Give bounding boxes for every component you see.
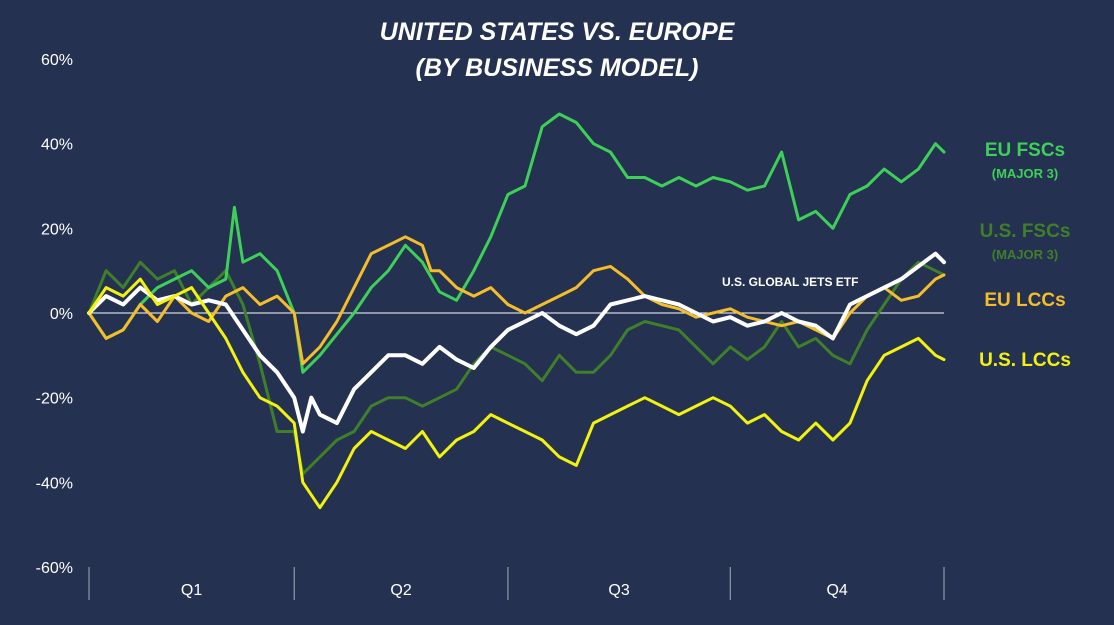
x-tick-label: Q1 xyxy=(181,582,202,599)
plot-area xyxy=(87,112,946,510)
chart-title-line-2: (BY BUSINESS MODEL) xyxy=(416,54,699,82)
series-line-etf xyxy=(87,251,946,434)
legend-label-eu-fsc: EU FSCs xyxy=(985,140,1065,161)
x-axis: Q1 Q2 Q3 Q4 xyxy=(88,567,945,600)
legend: EU FSCs (MAJOR 3) U.S. FSCs (MAJOR 3) EU LCC… xyxy=(979,140,1071,371)
series-line-us-fsc xyxy=(87,260,946,476)
legend-label-eu-lcc: EU LCCs xyxy=(984,290,1065,311)
y-tick-label: -40% xyxy=(36,475,73,492)
x-tick-label: Q2 xyxy=(390,582,411,599)
y-axis: 60% 40% 20% 0% -20% -40% -60% xyxy=(36,52,73,577)
y-tick-label: 60% xyxy=(41,52,73,69)
legend-sublabel-us-fsc: (MAJOR 3) xyxy=(992,247,1058,262)
chart-title-line-1: UNITED STATES VS. EUROPE xyxy=(380,18,736,46)
y-tick-label: -60% xyxy=(36,560,73,577)
y-tick-label: -20% xyxy=(36,391,73,408)
legend-label-us-lcc: U.S. LCCs xyxy=(979,350,1071,371)
series-line-eu-fsc xyxy=(87,112,946,374)
series-line-us-lcc xyxy=(87,277,946,510)
series-line-eu-lcc xyxy=(87,235,946,366)
x-tick-label: Q4 xyxy=(826,582,847,599)
legend-sublabel-eu-fsc: (MAJOR 3) xyxy=(992,166,1058,181)
y-tick-label: 40% xyxy=(41,137,73,154)
legend-label-us-fsc: U.S. FSCs xyxy=(980,221,1071,242)
x-tick-label: Q3 xyxy=(608,582,629,599)
y-tick-label: 0% xyxy=(50,306,73,323)
y-tick-label: 20% xyxy=(41,221,73,238)
etf-annotation: U.S. GLOBAL JETS ETF xyxy=(722,275,858,289)
